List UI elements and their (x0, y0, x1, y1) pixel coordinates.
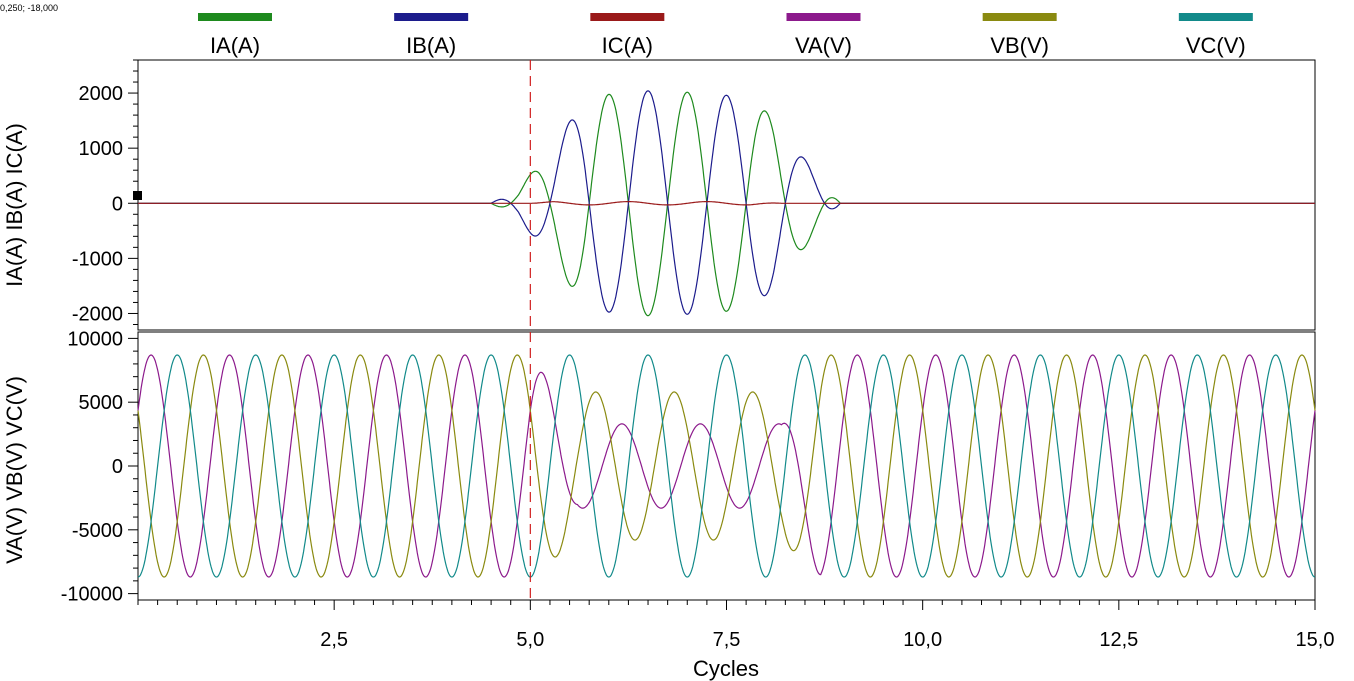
legend-swatch (198, 13, 272, 21)
x-tick-label: 2,5 (320, 629, 348, 651)
legend-swatch (1178, 13, 1253, 21)
current-y-tick-label: -1000 (72, 248, 123, 270)
voltage-y-axis-title: VA(V) VB(V) VC(V) (2, 376, 27, 564)
voltage-y-tick-label: 10000 (67, 328, 123, 350)
legend-swatch (786, 13, 861, 21)
voltage-y-tick-label: -5000 (72, 520, 123, 542)
x-axis-title: Cycles (693, 656, 759, 681)
current-y-axis: -2000 -1000 0 1000 2000 (72, 59, 138, 325)
x-tick-label: 12,5 (1099, 629, 1138, 651)
current-y-tick-label: 2000 (79, 83, 124, 105)
voltage-y-tick-label: -10000 (61, 584, 123, 606)
cursor-readout: 0,250; -18,000 (0, 3, 58, 13)
current-series-IC(A) (138, 201, 1315, 206)
legend-label: VC(V) (1186, 33, 1246, 58)
current-traces (138, 90, 1315, 317)
voltage-series-VC(V) (137, 354, 1316, 578)
legend-label: IA(A) (210, 33, 260, 58)
voltage-plot-area (137, 331, 1316, 601)
x-tick-label: 10,0 (903, 629, 942, 651)
legend-label: VB(V) (990, 33, 1049, 58)
current-y-tick-label: -2000 (72, 303, 123, 325)
legend-swatch (394, 13, 469, 21)
x-tick-label: 7,5 (713, 629, 741, 651)
voltage-traces (137, 354, 1316, 578)
legend-swatch (590, 13, 665, 21)
voltage-y-tick-label: 5000 (79, 392, 124, 414)
legend-label: IB(A) (406, 33, 456, 58)
current-plot-area (137, 59, 1316, 331)
cursor-handle[interactable] (133, 191, 142, 200)
legend-swatch (982, 13, 1057, 21)
x-tick-label: 15,0 (1296, 629, 1335, 651)
voltage-series-VB(V) (137, 354, 1316, 578)
x-axis: 2,5 5,0 7,5 10,0 12,5 15,0 (137, 600, 1335, 651)
current-y-tick-label: 1000 (79, 138, 124, 160)
current-y-axis-title: IA(A) IB(A) IC(A) (2, 123, 27, 287)
legend-label: VA(V) (795, 33, 852, 58)
legend-label: IC(A) (602, 33, 653, 58)
legend: IA(A) IB(A) IC(A) VA(V) VB(V) VC(V) (198, 13, 1253, 58)
current-y-tick-label: 0 (112, 193, 123, 215)
x-tick-label: 5,0 (516, 629, 544, 651)
voltage-y-axis: -10000 -5000 0 5000 10000 (61, 328, 138, 606)
voltage-y-tick-label: 0 (112, 456, 123, 478)
